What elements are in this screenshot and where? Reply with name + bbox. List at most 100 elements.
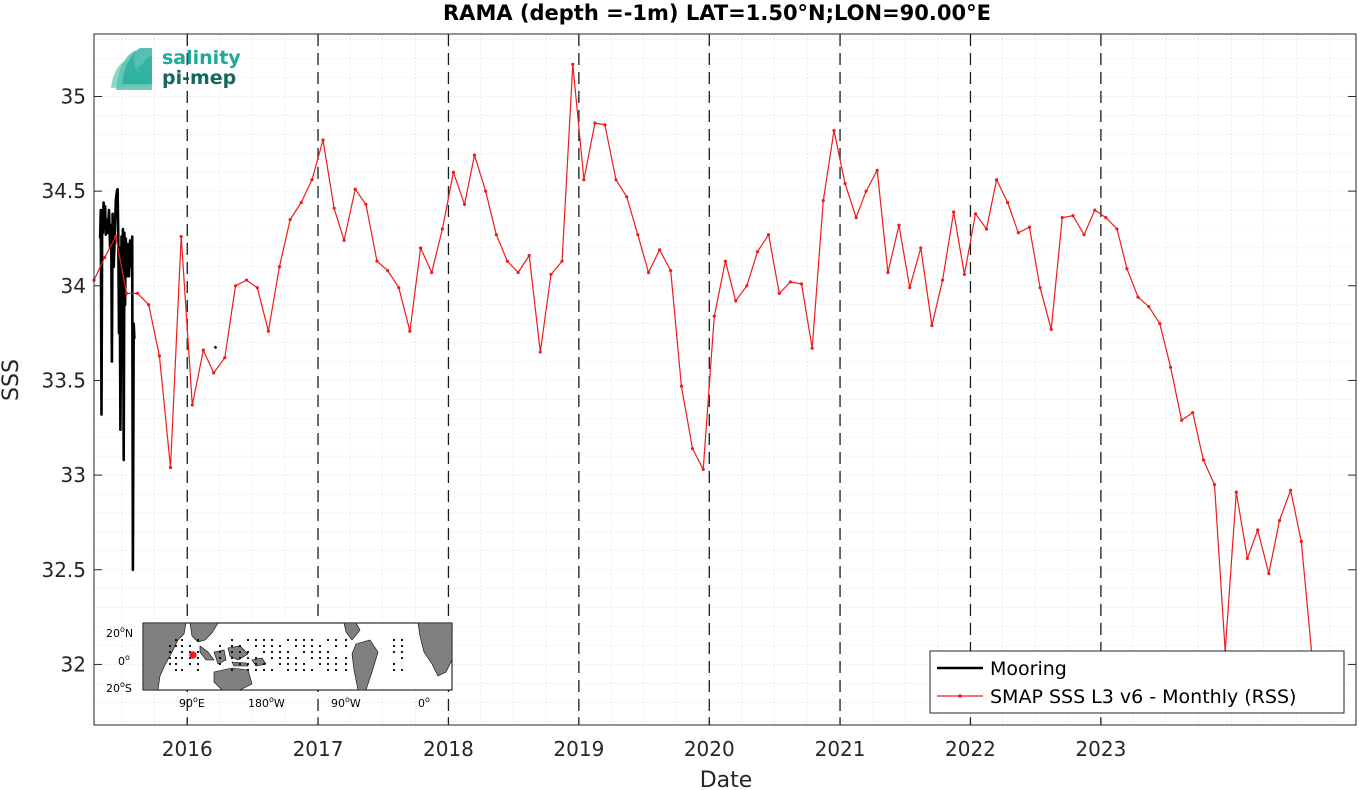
inset-buoy-dot <box>270 644 274 648</box>
smap-data-point <box>571 62 575 66</box>
inset-buoy-dot <box>344 638 348 642</box>
inset-buoy-dot <box>392 644 396 648</box>
smap-data-point <box>1299 539 1303 543</box>
inset-buoy-dot <box>168 662 172 666</box>
logo-text-salinity: salinity <box>162 47 241 69</box>
inset-lon-180w: 180oW <box>248 695 285 710</box>
mooring-series-line <box>213 345 218 350</box>
smap-data-point <box>1016 231 1020 235</box>
smap-data-point <box>1147 305 1151 309</box>
smap-data-point <box>821 198 825 203</box>
inset-buoy-dot <box>230 644 234 648</box>
smap-data-point <box>244 278 249 282</box>
smap-data-point <box>168 465 173 470</box>
y-tick-label: 32 <box>61 652 86 676</box>
smap-data-point <box>124 291 129 295</box>
inset-buoy-dot <box>278 650 282 654</box>
x-tick-label: 2017 <box>293 737 344 761</box>
inset-location-map: 20oN 0o 20oS 90oE 180oW 90oW 0o <box>106 622 453 710</box>
smap-data-point <box>1234 490 1238 494</box>
inset-lat-0: 0o <box>118 653 130 668</box>
smap-data-point <box>593 121 597 125</box>
smap-data-point <box>701 467 705 472</box>
smap-data-point <box>832 128 836 133</box>
inset-buoy-dot <box>326 638 330 642</box>
smap-data-point <box>103 255 107 259</box>
inset-buoy-dot <box>196 656 200 660</box>
smap-data-point <box>418 246 423 250</box>
smap-data-point <box>527 253 531 258</box>
smap-data-point <box>1201 458 1206 462</box>
smap-data-point <box>440 227 444 231</box>
smap-data-point <box>310 178 314 182</box>
smap-data-point <box>386 269 390 273</box>
inset-buoy-dot <box>318 650 322 654</box>
smap-data-point <box>1082 233 1086 237</box>
inset-buoy-dot <box>270 656 274 660</box>
smap-data-point <box>342 238 346 242</box>
smap-data-point <box>1125 267 1129 271</box>
inset-buoy-dot <box>174 668 178 672</box>
smap-data-point <box>1158 322 1162 326</box>
inset-buoy-dot <box>218 650 222 654</box>
smap-data-point <box>658 248 662 252</box>
smap-data-point <box>962 272 966 277</box>
smap-data-point <box>1071 214 1075 218</box>
smap-series-line <box>93 63 1324 664</box>
inset-buoy-dot <box>254 656 258 660</box>
inset-buoy-dot <box>294 662 298 666</box>
y-tick-label: 33.5 <box>41 368 86 392</box>
smap-data-point <box>408 329 412 333</box>
inset-buoy-dot <box>262 650 266 654</box>
inset-buoy-dot <box>254 668 258 672</box>
smap-data-point <box>364 202 368 206</box>
smap-data-point <box>603 123 607 127</box>
smap-data-point <box>886 270 890 275</box>
smap-data-point <box>430 270 434 275</box>
data-series <box>92 62 1326 665</box>
smap-data-point <box>190 403 194 407</box>
plot-border <box>93 33 1357 726</box>
inset-buoy-dot <box>278 656 282 660</box>
smap-data-point <box>255 286 259 290</box>
smap-data-point <box>994 178 999 182</box>
inset-buoy-dot <box>196 638 200 642</box>
smap-data-point <box>397 286 401 290</box>
smap-data-point <box>766 233 771 237</box>
inset-buoy-dot <box>246 662 250 666</box>
smap-data-point <box>1256 528 1260 532</box>
inset-buoy-dot <box>270 650 274 654</box>
y-tick-label: 33 <box>61 463 86 487</box>
inset-buoy-dot <box>400 650 404 654</box>
chart-title: RAMA (depth =-1m) LAT=1.50°N;LON=90.00°E <box>443 1 991 25</box>
smap-data-point <box>114 234 118 239</box>
inset-buoy-dot <box>334 668 338 672</box>
smap-data-point <box>353 187 357 191</box>
inset-map-land <box>142 622 453 691</box>
inset-buoy-dot <box>238 656 242 660</box>
smap-data-point <box>930 323 934 328</box>
inset-buoy-dot <box>168 644 172 648</box>
inset-buoy-dot <box>294 638 298 642</box>
smap-data-point <box>472 153 477 157</box>
smap-data-point <box>690 447 695 451</box>
smap-data-point <box>854 216 858 220</box>
smap-data-point <box>1038 286 1042 290</box>
smap-data-point <box>755 250 760 254</box>
smap-data-point <box>1277 518 1282 523</box>
inset-buoy-dot <box>180 668 184 672</box>
inset-buoy-dot <box>392 650 396 654</box>
inset-buoy-dot <box>230 656 234 660</box>
inset-buoy-dot <box>174 656 178 660</box>
inset-buoy-dot <box>310 644 314 648</box>
inset-buoy-dot <box>230 650 234 654</box>
smap-data-point <box>494 233 498 237</box>
smap-data-point <box>179 234 183 239</box>
smap-data-point <box>745 284 749 288</box>
inset-buoy-dot <box>310 668 314 672</box>
inset-buoy-dot <box>174 638 178 642</box>
smap-data-point <box>560 259 564 263</box>
inset-buoy-dot <box>180 656 184 660</box>
smap-data-point <box>810 346 814 350</box>
smap-data-point <box>1245 556 1249 561</box>
